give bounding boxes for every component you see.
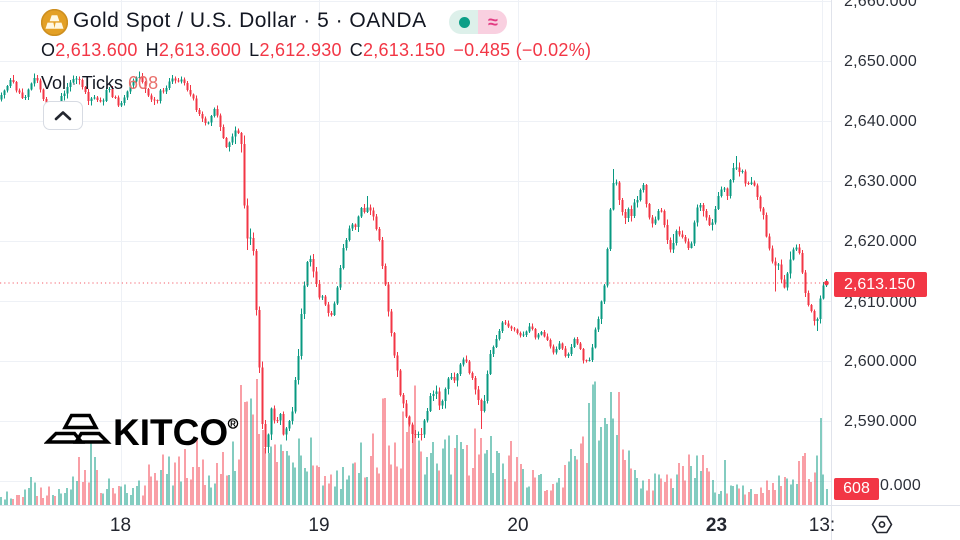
svg-text:KITCO: KITCO xyxy=(113,412,228,450)
svg-text:R: R xyxy=(230,420,236,429)
